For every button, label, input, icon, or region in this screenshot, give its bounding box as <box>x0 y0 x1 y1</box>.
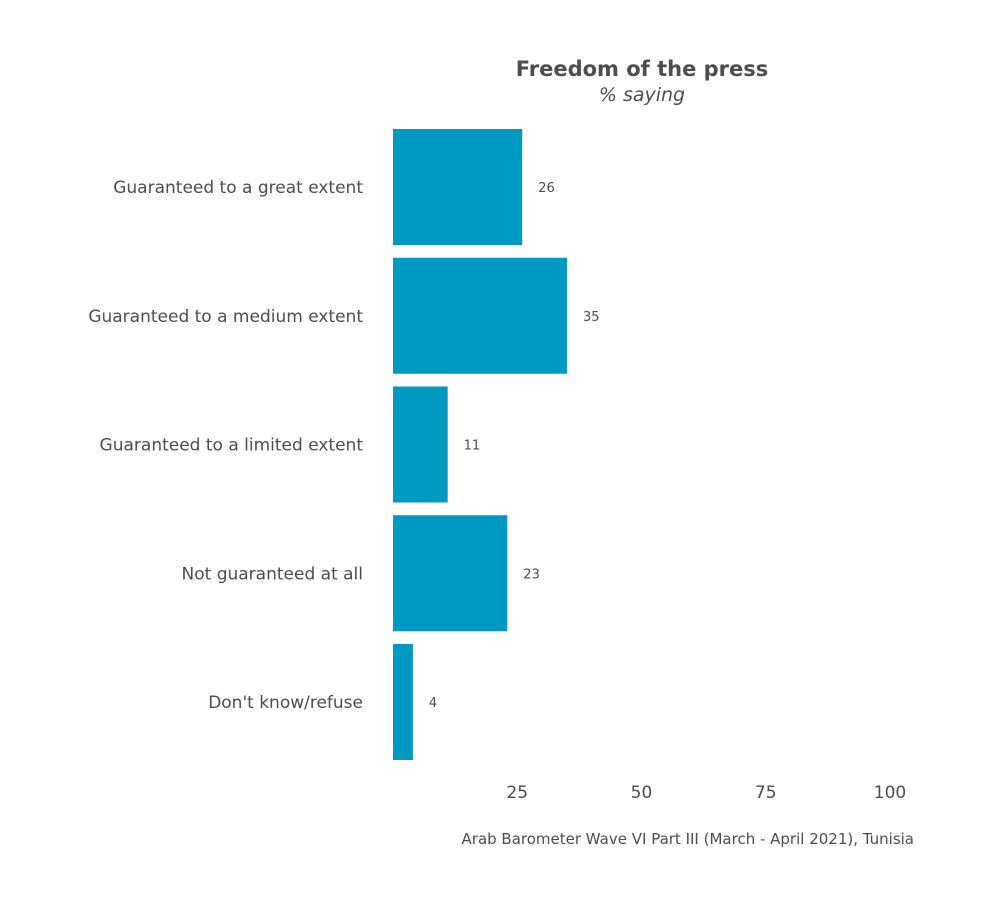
category-label: Guaranteed to a great extent <box>113 178 363 198</box>
x-axis-tick-labels: 25 50 75 100 <box>506 783 906 803</box>
chart-title: Freedom of the press <box>516 57 769 81</box>
x-tick-label: 75 <box>755 783 777 803</box>
chart-subtitle: % saying <box>599 84 685 106</box>
chart-caption: Arab Barometer Wave VI Part III (March -… <box>462 830 914 848</box>
x-tick-label: 100 <box>874 783 906 803</box>
bar <box>393 386 448 503</box>
category-label: Guaranteed to a limited extent <box>100 436 364 456</box>
value-labels: 26 35 11 23 4 <box>429 181 600 711</box>
value-label: 35 <box>583 310 600 325</box>
bars-layer <box>393 129 567 760</box>
value-label: 23 <box>523 567 540 582</box>
x-tick-label: 50 <box>631 783 653 803</box>
category-labels: Guaranteed to a great extent Guaranteed t… <box>88 178 363 713</box>
value-label: 11 <box>464 439 481 454</box>
category-label: Guaranteed to a medium extent <box>88 307 363 327</box>
bar <box>393 515 508 632</box>
value-label: 4 <box>429 696 437 711</box>
category-label: Don't know/refuse <box>208 693 363 713</box>
bar <box>393 257 567 374</box>
bar <box>393 644 413 760</box>
bar <box>393 129 523 245</box>
value-label: 26 <box>538 181 555 196</box>
category-label: Not guaranteed at all <box>182 564 363 584</box>
x-tick-label: 25 <box>506 783 528 803</box>
